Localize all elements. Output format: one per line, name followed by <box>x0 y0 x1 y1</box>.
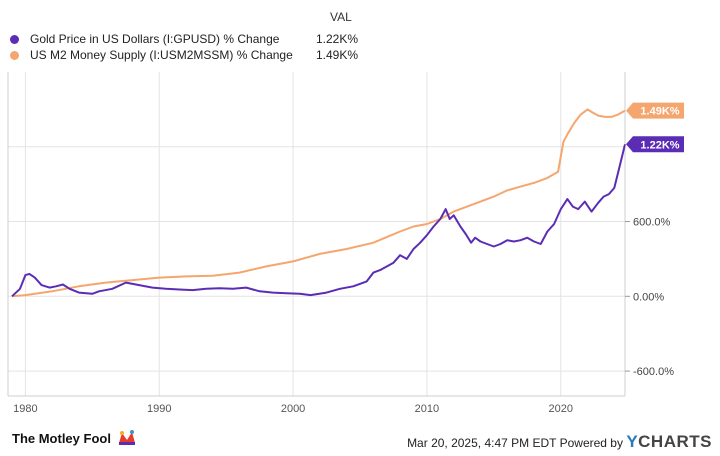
legend-item-m2[interactable]: US M2 Money Supply (I:USM2MSSM) % Change… <box>8 48 368 64</box>
m2-series-dot-icon <box>10 51 19 60</box>
x-tick-label: 2010 <box>415 403 439 415</box>
x-tick-label: 1990 <box>147 403 171 415</box>
ycharts-logo-text: CHARTS <box>638 432 712 451</box>
y-tick-label: -600.0% <box>633 366 674 378</box>
legend-item-gold-value: 1.22K% <box>315 32 358 46</box>
x-tick-label: 2020 <box>549 403 573 415</box>
powered-by-label: Powered by <box>559 436 623 450</box>
legend-item-m2-label: US M2 Money Supply (I:USM2MSSM) % Change <box>30 48 293 62</box>
x-tick-label: 2000 <box>281 403 305 415</box>
legend-value-header: VAL <box>330 10 352 24</box>
gold-end-value-tag-label: 1.22K% <box>640 139 679 151</box>
ycharts-logo-y: Y <box>626 432 639 451</box>
legend-item-m2-value: 1.49K% <box>315 48 358 62</box>
m2-series-line <box>11 108 626 298</box>
m2-end-value-tag <box>626 102 684 119</box>
motley-fool-logo-text: The Motley Fool <box>12 431 111 446</box>
gold-end-value-tag <box>626 136 684 153</box>
jester-hat-icon <box>118 430 135 445</box>
y-tick-label: 600.0% <box>633 217 671 229</box>
ycharts-logo[interactable]: YCHARTS <box>626 432 712 451</box>
x-tick-label: 1980 <box>13 403 37 415</box>
motley-fool-logo: The Motley Fool <box>12 430 136 446</box>
gold-series-line <box>11 144 626 298</box>
chart-timestamp: Mar 20, 2025, 4:47 PM EDT <box>407 436 557 450</box>
gold-series-dot-icon <box>10 35 19 44</box>
y-tick-label: 0.00% <box>633 291 664 303</box>
legend-item-gold[interactable]: Gold Price in US Dollars (I:GPUSD) % Cha… <box>8 32 368 48</box>
m2-end-value-tag-label: 1.49K% <box>640 106 679 118</box>
chart-footer: Mar 20, 2025, 4:47 PM EDT Powered by YCH… <box>407 432 712 452</box>
legend-item-gold-label: Gold Price in US Dollars (I:GPUSD) % Cha… <box>30 32 280 46</box>
